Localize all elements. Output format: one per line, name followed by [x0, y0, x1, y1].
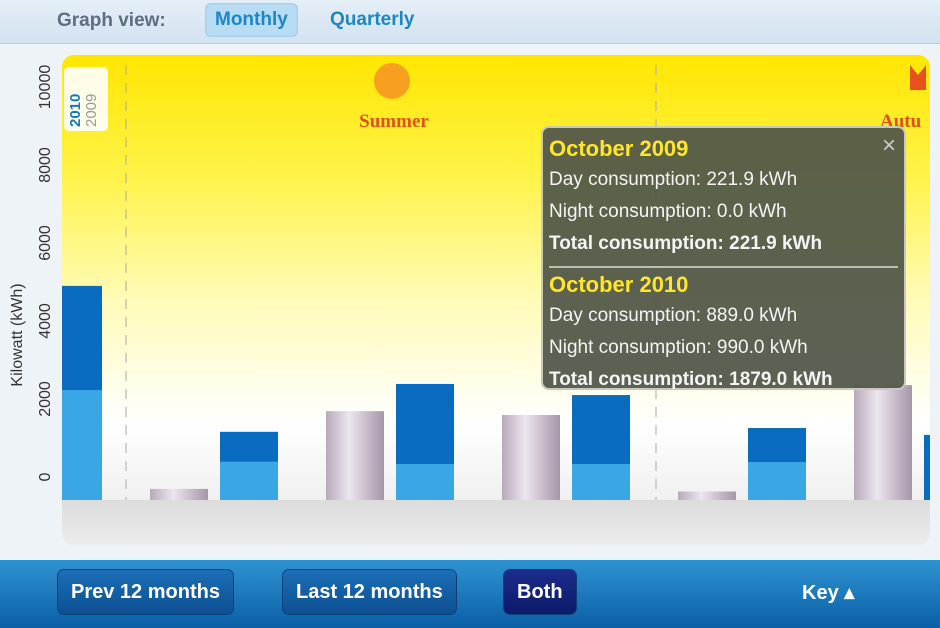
y-tick-label: 2000	[37, 381, 54, 417]
tooltip-night-2009: Night consumption: 0.0 kWh	[549, 201, 787, 222]
bar-2010-day[interactable]	[396, 463, 454, 500]
y-tick-label: 0	[37, 472, 54, 481]
bar-2010-day[interactable]	[748, 462, 806, 500]
y-tick-label: 6000	[37, 225, 54, 261]
legend-2010: 2010	[67, 94, 84, 127]
leaf-icon	[910, 65, 926, 90]
tooltip-day-2010: Day consumption: 889.0 kWh	[549, 305, 798, 326]
bottom-toolbar: Prev 12 months Last 12 months Both Key ▴	[0, 560, 940, 628]
tooltip-title-2010: October 2010	[549, 272, 689, 297]
graph-view-bar: Graph view: Monthly Quarterly	[0, 0, 940, 44]
bar-2009[interactable]	[678, 491, 736, 500]
tooltip-day-2009: Day consumption: 221.9 kWh	[549, 169, 798, 190]
y-axis-label: Kilowatt (kWh)	[9, 283, 26, 386]
tooltip-divider	[549, 266, 898, 268]
bar-2010[interactable]	[924, 434, 930, 500]
y-tick-label: 8000	[37, 147, 54, 183]
year-legend[interactable]	[64, 67, 108, 131]
key-button[interactable]: Key ▴	[802, 582, 855, 604]
graph-view-label: Graph view:	[57, 10, 166, 31]
y-tick-label: 4000	[37, 303, 54, 339]
bar-2010-day[interactable]	[220, 461, 278, 500]
legend-2009: 2009	[83, 94, 100, 127]
prev-12-months-button[interactable]: Prev 12 months	[58, 570, 233, 614]
y-axis: Kilowatt (kWh) 0 2000 4000 6000 8000 10000	[9, 65, 54, 482]
both-button[interactable]: Both	[504, 570, 576, 614]
bar-2010-day[interactable]	[62, 390, 102, 500]
tooltip-total-2010: Total consumption: 1879.0 kWh	[549, 369, 833, 390]
bar-2010-day[interactable]	[572, 463, 630, 500]
tooltip-night-2010: Night consumption: 990.0 kWh	[549, 337, 808, 358]
tab-quarterly[interactable]: Quarterly	[330, 9, 415, 30]
sun-icon	[374, 63, 410, 99]
bar-2009[interactable]	[150, 488, 208, 500]
last-12-months-button[interactable]: Last 12 months	[283, 570, 456, 614]
bar-2009[interactable]	[502, 414, 560, 500]
y-tick-label: 10000	[37, 65, 54, 110]
bar-2009[interactable]	[326, 411, 384, 500]
x-axis	[62, 500, 930, 545]
tab-monthly[interactable]: Monthly	[205, 3, 298, 37]
tooltip-title-2009: October 2009	[549, 136, 689, 161]
season-summer: Summer	[359, 111, 429, 132]
tooltip-total-2009: Total consumption: 221.9 kWh	[549, 233, 823, 254]
close-icon[interactable]: ×	[881, 132, 896, 159]
tooltip: × October 2009 Day consumption: 221.9 kW…	[541, 126, 906, 390]
bar-2009[interactable]	[854, 385, 912, 500]
